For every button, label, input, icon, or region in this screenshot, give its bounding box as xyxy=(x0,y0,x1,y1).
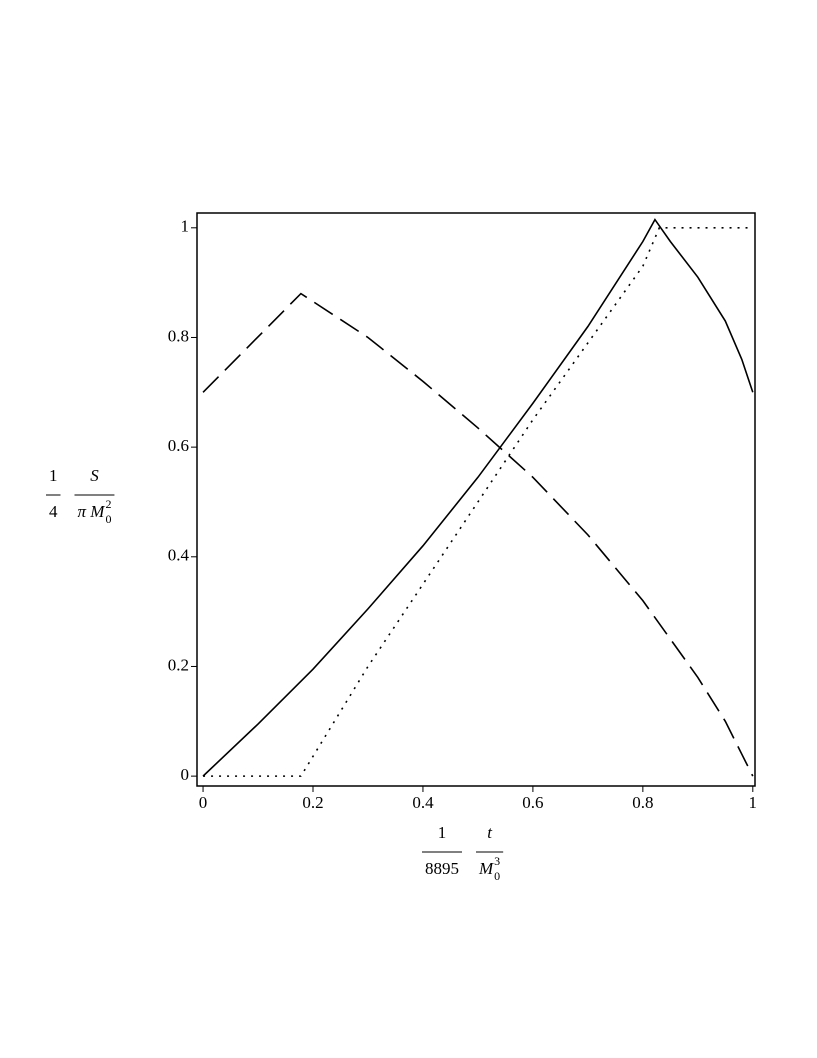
math-text: 8895 xyxy=(425,859,459,878)
y-tick-label: 0.4 xyxy=(168,546,190,565)
math-base: π M xyxy=(78,502,106,521)
x-tick-label: 0.2 xyxy=(302,793,323,812)
plot-frame xyxy=(196,212,756,787)
math-text: S xyxy=(90,466,99,485)
math-subscript: 0 xyxy=(494,869,500,883)
series-line xyxy=(202,218,754,777)
series-line xyxy=(203,227,753,777)
x-tick-label: 1 xyxy=(749,793,758,812)
math-superscript: 3 xyxy=(494,854,500,868)
y-tick-label: 1 xyxy=(181,217,190,236)
math-text: t xyxy=(487,823,493,842)
math-text: 4 xyxy=(49,502,58,521)
series-line xyxy=(202,292,754,777)
y-tick-label: 0.6 xyxy=(168,436,189,455)
x-tick-label: 0.6 xyxy=(522,793,543,812)
y-tick-label: 0.8 xyxy=(168,326,189,345)
math-subscript: 0 xyxy=(105,512,111,526)
y-tick-label: 0 xyxy=(181,765,190,784)
y-tick-label: 0.2 xyxy=(168,655,189,674)
x-tick-label: 0.8 xyxy=(632,793,653,812)
x-tick-label: 0.4 xyxy=(412,793,434,812)
math-text: 1 xyxy=(49,466,58,485)
math-superscript: 2 xyxy=(105,497,111,511)
x-tick-label: 0 xyxy=(199,793,208,812)
math-text: 1 xyxy=(438,823,447,842)
math-base: M xyxy=(478,859,494,878)
